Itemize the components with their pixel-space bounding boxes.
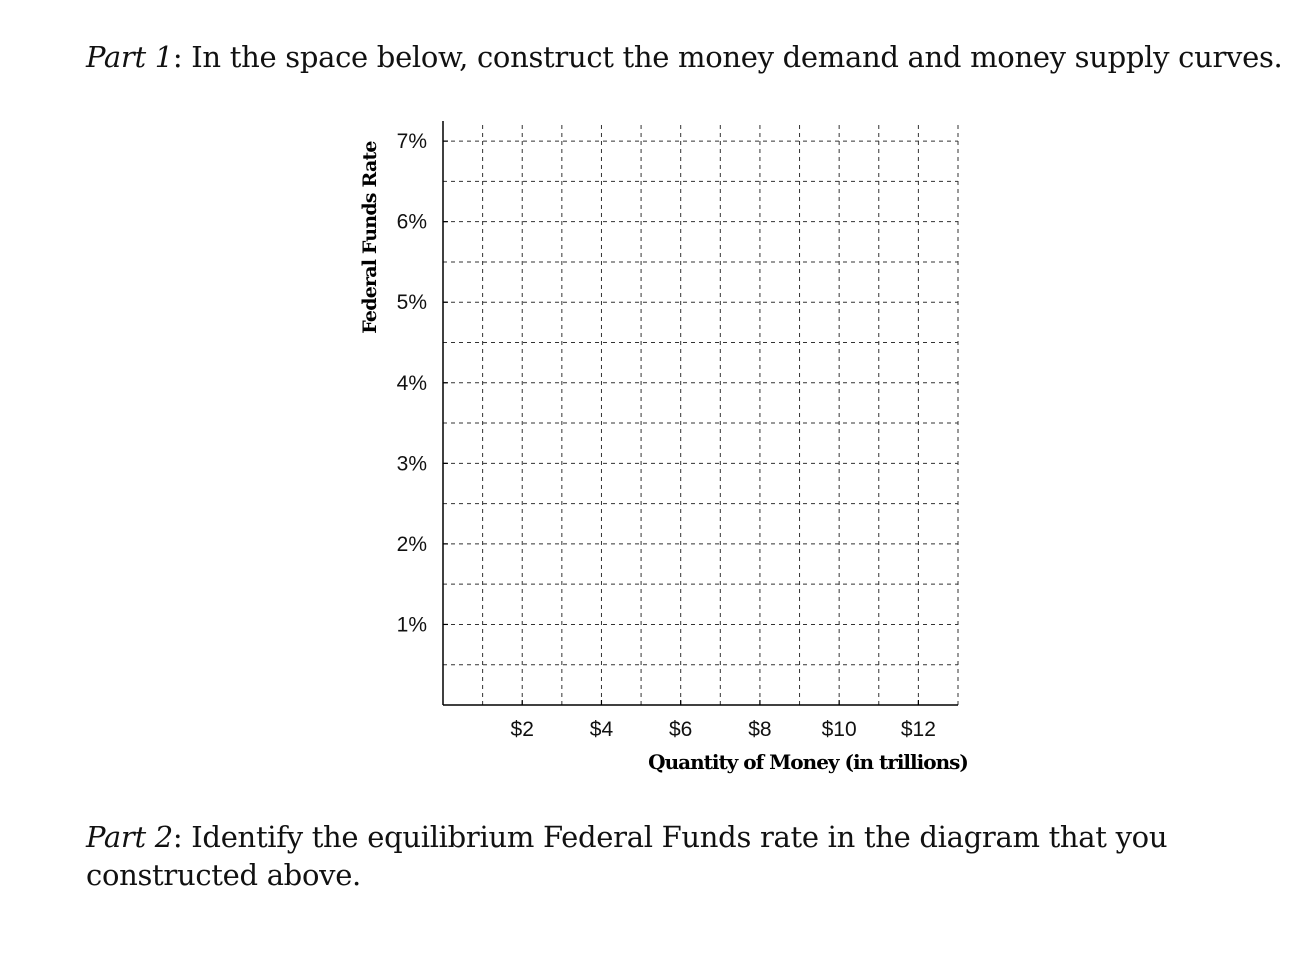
tick-layer: 1% 2% 3% 4% 5% 6% 7% $2 $4 $6 $8 $10 $12 [397,130,936,741]
x-tick-label: $6 [669,718,692,741]
y-tick-label: 7% [397,130,427,153]
y-tick-label: 5% [397,291,427,314]
x-tick-label: $2 [511,718,534,741]
x-tick-label: $12 [901,718,936,741]
x-tick-label: $8 [748,718,771,741]
y-tick-label: 6% [397,211,427,234]
y-tick-label: 4% [397,372,427,395]
y-tick-label: 1% [397,613,427,636]
y-tick-label: 3% [397,452,427,475]
x-axis-label: Quantity of Money (in trillions) [648,750,968,774]
y-axis-label: Federal Funds Rate [359,141,381,334]
y-tick-label: 2% [397,533,427,556]
grid-layer [443,125,959,705]
part1-label: Part 1 [86,40,173,74]
part2-label: Part 2 [86,820,173,854]
part1-prompt: Part 1: In the space below, construct th… [86,38,1283,76]
axis-layer [442,121,958,706]
x-tick-label: $4 [590,718,614,741]
part2-prompt: Part 2: Identify the equilibrium Federal… [86,818,1216,894]
part2-text: : Identify the equilibrium Federal Funds… [86,820,1168,892]
x-tick-label: $10 [822,718,857,741]
part1-text: : In the space below, construct the mone… [172,40,1283,74]
